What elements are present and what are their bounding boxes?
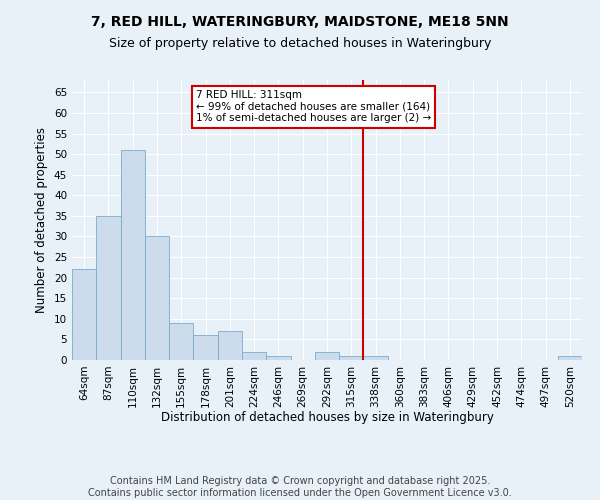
Bar bbox=[96, 216, 121, 360]
Bar bbox=[558, 356, 582, 360]
Text: 7 RED HILL: 311sqm
← 99% of detached houses are smaller (164)
1% of semi-detache: 7 RED HILL: 311sqm ← 99% of detached hou… bbox=[196, 90, 431, 124]
Bar bbox=[364, 356, 388, 360]
Text: 7, RED HILL, WATERINGBURY, MAIDSTONE, ME18 5NN: 7, RED HILL, WATERINGBURY, MAIDSTONE, ME… bbox=[91, 15, 509, 29]
Text: Contains HM Land Registry data © Crown copyright and database right 2025.
Contai: Contains HM Land Registry data © Crown c… bbox=[88, 476, 512, 498]
Bar bbox=[193, 336, 218, 360]
Bar bbox=[145, 236, 169, 360]
Y-axis label: Number of detached properties: Number of detached properties bbox=[35, 127, 49, 313]
Bar bbox=[242, 352, 266, 360]
Bar bbox=[121, 150, 145, 360]
Bar bbox=[339, 356, 364, 360]
Bar bbox=[72, 270, 96, 360]
Bar bbox=[169, 323, 193, 360]
Bar bbox=[315, 352, 339, 360]
Bar bbox=[266, 356, 290, 360]
X-axis label: Distribution of detached houses by size in Wateringbury: Distribution of detached houses by size … bbox=[161, 411, 493, 424]
Bar bbox=[218, 331, 242, 360]
Text: Size of property relative to detached houses in Wateringbury: Size of property relative to detached ho… bbox=[109, 38, 491, 51]
